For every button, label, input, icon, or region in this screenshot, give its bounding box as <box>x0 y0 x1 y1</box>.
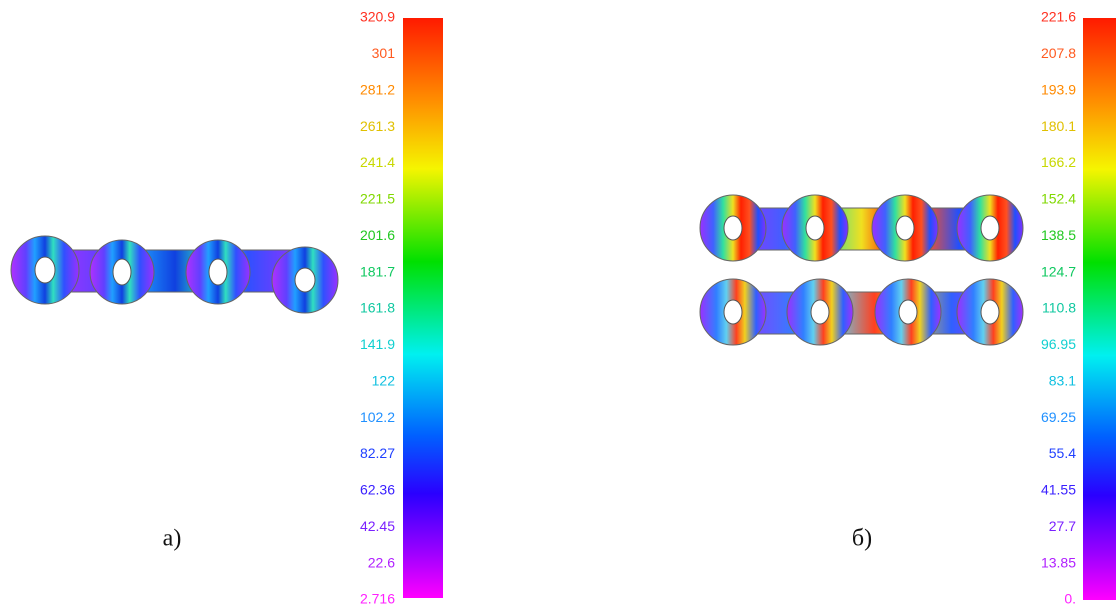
scale-label: 102.2 <box>360 409 395 425</box>
scale-label: 138.5 <box>1041 227 1076 243</box>
scale-label: 0. <box>1064 591 1076 607</box>
scale-label: 62.36 <box>360 482 395 498</box>
figure: а) б) 320.9 301 281.2 261.3 241.4 221.5 201.6 1… <box>0 0 1118 608</box>
scale-label: 180.1 <box>1041 118 1076 134</box>
scale-label: 201.6 <box>360 227 395 243</box>
scale-label: 110.8 <box>1042 300 1076 316</box>
caption: а) <box>163 526 182 552</box>
scale-label: 27.7 <box>1049 518 1076 534</box>
scale-label: 281.2 <box>360 81 395 97</box>
scale-label: 152.4 <box>1041 191 1076 207</box>
scale-label: 241.4 <box>360 154 395 170</box>
scale-label: 124.7 <box>1041 263 1076 279</box>
plate <box>11 236 338 313</box>
scale-label: 320.9 <box>360 9 395 25</box>
scale-label: 141.9 <box>360 336 395 352</box>
scale-label: 193.9 <box>1041 81 1076 97</box>
scale-label: 83.1 <box>1049 372 1076 388</box>
scale-label: 221.5 <box>360 191 395 207</box>
scale-label: 22.6 <box>368 554 395 570</box>
scale-label: 13.85 <box>1041 554 1076 570</box>
scale-label: 82.27 <box>360 445 395 461</box>
color-scale <box>1083 18 1116 600</box>
scale-label: 2.716 <box>360 591 395 607</box>
scale-label: 69.25 <box>1041 409 1076 425</box>
scale-label: 42.45 <box>360 518 395 534</box>
scale-label: 55.4 <box>1049 445 1076 461</box>
color-scale <box>403 18 443 598</box>
scale-label: 301 <box>372 45 396 61</box>
plate <box>700 279 1023 345</box>
scale-label: 96.95 <box>1041 336 1076 352</box>
scale-label: 122 <box>372 372 396 388</box>
caption: б) <box>852 526 872 552</box>
scale-label: 221.6 <box>1041 9 1076 25</box>
plate <box>700 195 1023 261</box>
scale-label: 161.8 <box>360 300 395 316</box>
scale-label: 41.55 <box>1041 482 1076 498</box>
scale-label: 181.7 <box>360 263 395 279</box>
scale-label: 207.8 <box>1041 45 1076 61</box>
scale-label: 166.2 <box>1041 154 1076 170</box>
scale-label: 261.3 <box>360 118 395 134</box>
